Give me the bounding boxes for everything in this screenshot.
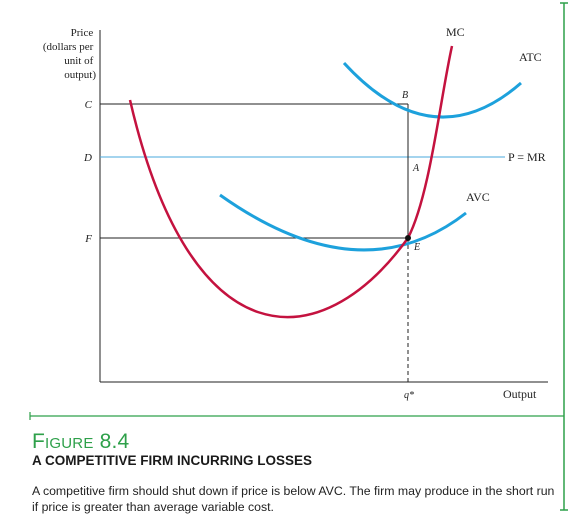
x-axis-label: Output	[503, 387, 537, 401]
point-e-label: E	[413, 242, 420, 253]
mc-curve	[128, 45, 454, 319]
price-mr-label: P = MR	[508, 150, 546, 164]
figure-heading: Figure 8.4 A COMPETITIVE FIRM INCURRING …	[32, 431, 562, 469]
atc-label: ATC	[519, 50, 542, 64]
avc-label: AVC	[466, 190, 490, 204]
y-axis-label: Price (dollars per unit of output)	[43, 27, 96, 81]
figure-frame	[29, 2, 568, 511]
point-b-label: B	[402, 90, 408, 101]
atc-curve	[342, 61, 522, 119]
tick-label-f: F	[84, 233, 92, 245]
avc-curve	[219, 193, 467, 252]
mc-label: MC	[446, 25, 465, 39]
figure-caption: A competitive firm should shut down if p…	[32, 484, 555, 514]
point-a-label: A	[412, 163, 420, 174]
q-star-label: q*	[404, 390, 414, 401]
point-e-dot	[405, 235, 411, 241]
figure-title: A COMPETITIVE FIRM INCURRING LOSSES	[32, 453, 313, 468]
figure-number: Figure 8.4	[32, 430, 130, 453]
tick-label-c: C	[85, 99, 93, 111]
tick-label-d: D	[83, 152, 92, 164]
